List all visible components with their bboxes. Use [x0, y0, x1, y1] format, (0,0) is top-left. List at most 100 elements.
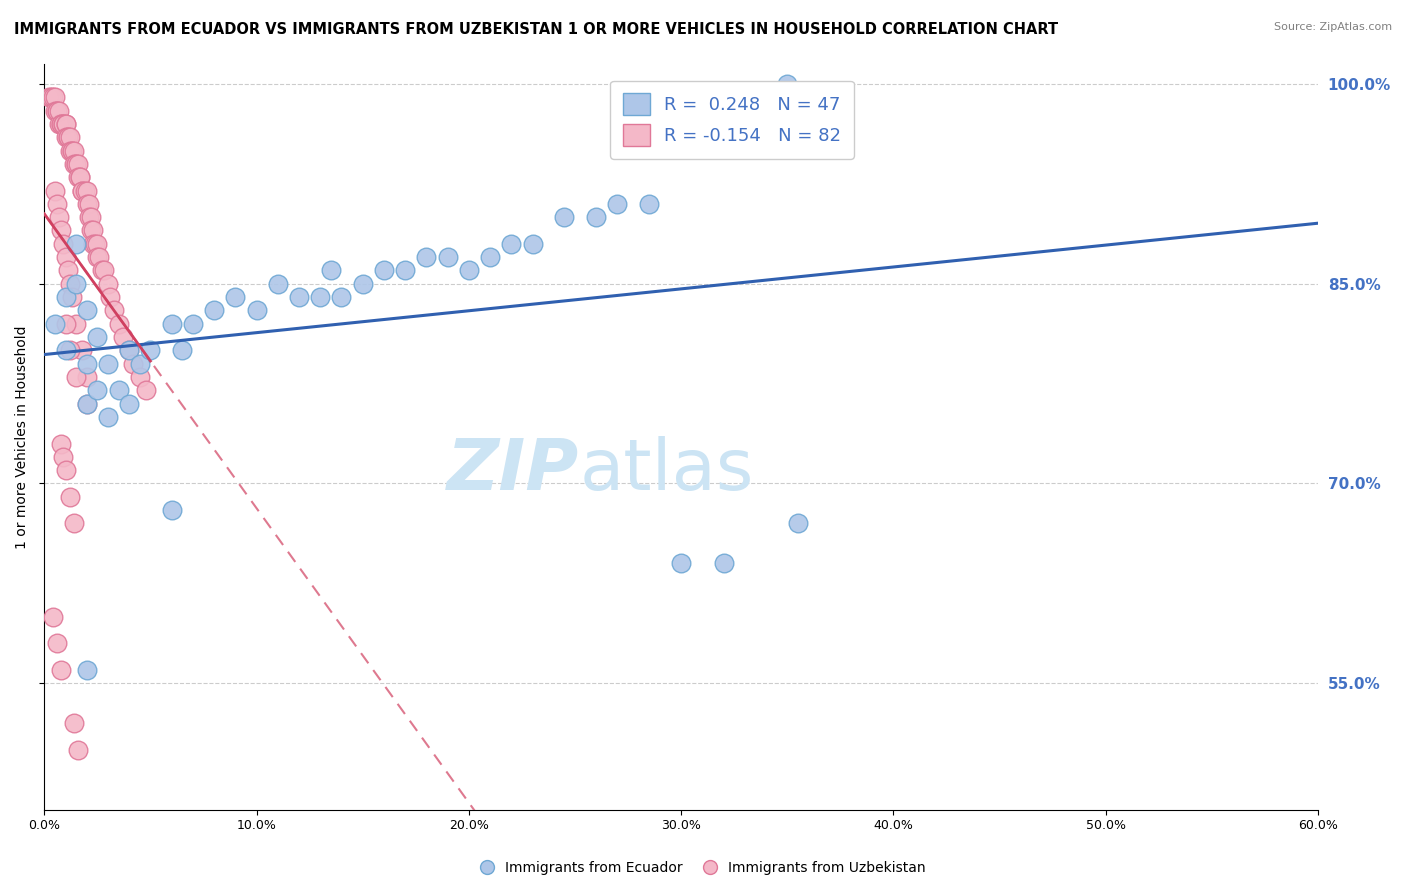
Point — [67, 157, 90, 171]
Point — [48, 210, 70, 224]
Point — [44, 103, 66, 118]
Point — [55, 343, 77, 358]
Point — [713, 557, 735, 571]
Point — [160, 503, 183, 517]
Point — [65, 370, 87, 384]
Point — [97, 277, 120, 291]
Point — [172, 343, 194, 358]
Point — [139, 343, 162, 358]
Point — [86, 384, 108, 398]
Point — [38, 90, 60, 104]
Point — [76, 370, 98, 384]
Text: Source: ZipAtlas.com: Source: ZipAtlas.com — [1274, 22, 1392, 32]
Point — [55, 117, 77, 131]
Point — [51, 223, 73, 237]
Point — [76, 663, 98, 677]
Point — [59, 277, 82, 291]
Point — [56, 130, 79, 145]
Point — [319, 263, 342, 277]
Point — [76, 396, 98, 410]
Point — [48, 117, 70, 131]
Point — [51, 117, 73, 131]
Point — [42, 90, 65, 104]
Point — [84, 236, 107, 251]
Point — [65, 317, 87, 331]
Point — [77, 210, 100, 224]
Point — [51, 117, 73, 131]
Point — [86, 250, 108, 264]
Point — [63, 716, 86, 731]
Point — [42, 609, 65, 624]
Point — [479, 250, 502, 264]
Point — [52, 450, 75, 464]
Point — [118, 343, 141, 358]
Point — [553, 210, 575, 224]
Point — [669, 557, 692, 571]
Point — [128, 357, 150, 371]
Point — [59, 343, 82, 358]
Point — [97, 409, 120, 424]
Point — [107, 317, 129, 331]
Point — [52, 236, 75, 251]
Point — [63, 144, 86, 158]
Point — [60, 144, 83, 158]
Point — [288, 290, 311, 304]
Point — [606, 197, 628, 211]
Point — [787, 516, 810, 531]
Point — [181, 317, 204, 331]
Point — [76, 184, 98, 198]
Point — [59, 144, 82, 158]
Point — [55, 117, 77, 131]
Point — [72, 184, 94, 198]
Point — [55, 317, 77, 331]
Point — [51, 663, 73, 677]
Point — [373, 263, 395, 277]
Point — [118, 343, 141, 358]
Point — [776, 77, 799, 91]
Point — [56, 130, 79, 145]
Point — [501, 236, 523, 251]
Point — [128, 370, 150, 384]
Point — [44, 184, 66, 198]
Legend: R =  0.248   N = 47, R = -0.154   N = 82: R = 0.248 N = 47, R = -0.154 N = 82 — [610, 80, 853, 159]
Point — [202, 303, 225, 318]
Point — [73, 184, 96, 198]
Point — [60, 144, 83, 158]
Point — [394, 263, 416, 277]
Point — [80, 223, 103, 237]
Point — [65, 157, 87, 171]
Point — [107, 384, 129, 398]
Point — [103, 303, 125, 318]
Y-axis label: 1 or more Vehicles in Household: 1 or more Vehicles in Household — [15, 325, 30, 549]
Point — [63, 157, 86, 171]
Point — [69, 170, 91, 185]
Point — [98, 290, 121, 304]
Point — [59, 490, 82, 504]
Point — [65, 236, 87, 251]
Point — [65, 277, 87, 291]
Point — [267, 277, 290, 291]
Point — [55, 463, 77, 477]
Point — [44, 317, 66, 331]
Point — [65, 157, 87, 171]
Point — [135, 384, 157, 398]
Legend: Immigrants from Ecuador, Immigrants from Uzbekistan: Immigrants from Ecuador, Immigrants from… — [474, 855, 932, 880]
Point — [122, 357, 145, 371]
Point — [72, 184, 94, 198]
Point — [76, 197, 98, 211]
Point — [67, 170, 90, 185]
Point — [48, 103, 70, 118]
Point — [97, 357, 120, 371]
Point — [76, 303, 98, 318]
Point — [415, 250, 437, 264]
Point — [86, 236, 108, 251]
Point — [55, 250, 77, 264]
Point — [522, 236, 544, 251]
Point — [59, 130, 82, 145]
Text: ZIP: ZIP — [447, 436, 579, 505]
Point — [111, 330, 134, 344]
Point — [585, 210, 607, 224]
Point — [89, 250, 111, 264]
Point — [39, 90, 62, 104]
Point — [46, 103, 69, 118]
